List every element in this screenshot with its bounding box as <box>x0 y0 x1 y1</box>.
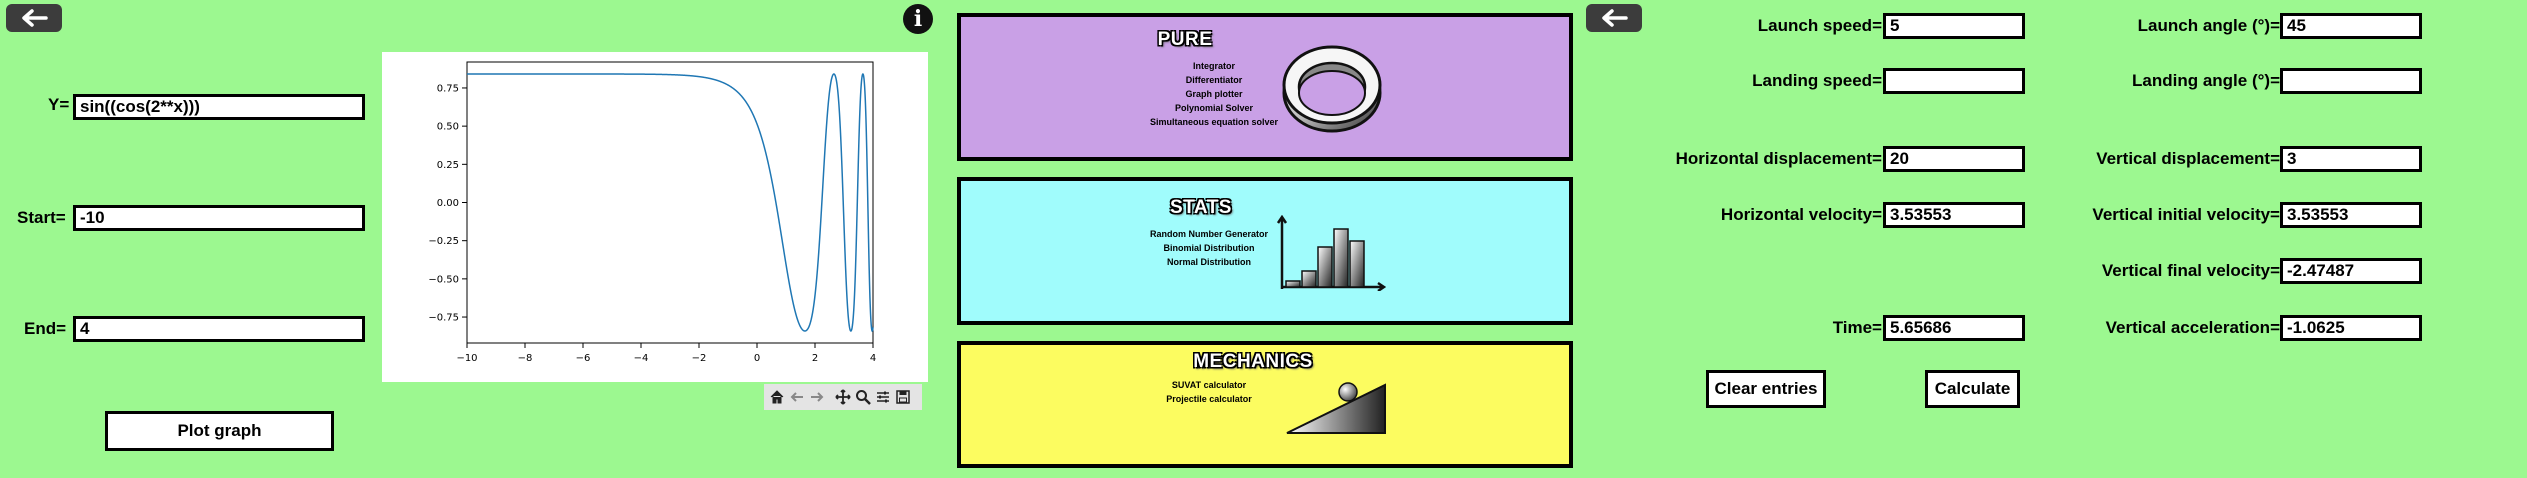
zoom-icon[interactable] <box>854 387 872 407</box>
start-label: Start= <box>17 208 66 227</box>
landing-speed-label: Landing speed= <box>1752 71 1882 90</box>
launch-angle-input[interactable] <box>2280 13 2422 39</box>
vertical-displacement-input[interactable] <box>2280 146 2422 172</box>
function-input[interactable] <box>73 94 365 120</box>
launch-angle-label: Launch angle (°)= <box>2137 16 2280 35</box>
forward-arrow-icon[interactable] <box>808 387 826 407</box>
horizontal-velocity-input[interactable] <box>1883 202 2025 228</box>
vertical-initial-velocity-label: Vertical initial velocity= <box>2092 205 2280 224</box>
end-label: End= <box>24 319 67 338</box>
vertical-acceleration-label: Vertical acceleration= <box>2105 318 2280 337</box>
x-tick-label: −8 <box>518 353 533 364</box>
vertical-final-velocity-label: Vertical final velocity= <box>2101 261 2280 280</box>
vertical-acceleration-input[interactable] <box>2280 315 2422 341</box>
plot-axes-frame <box>466 61 874 344</box>
pure-card-items: Integrator Differentiator Graph plotter … <box>1139 59 1289 129</box>
back-arrow-icon <box>1602 9 1628 27</box>
home-icon[interactable] <box>768 387 786 407</box>
inclined-plane-icon <box>1286 382 1386 434</box>
horizontal-displacement-input[interactable] <box>1883 146 2025 172</box>
y-tick-label: −0.50 <box>428 274 459 285</box>
list-item: Integrator <box>1192 61 1235 71</box>
back-arrow-icon[interactable] <box>788 387 806 407</box>
configure-icon[interactable] <box>874 387 892 407</box>
stats-card[interactable]: STATS Random Number Generator Binomial D… <box>957 177 1573 325</box>
function-curve <box>467 73 874 333</box>
end-input[interactable] <box>73 316 365 342</box>
vertical-initial-velocity-input[interactable] <box>2280 202 2422 228</box>
plot-graph-button[interactable]: Plot graph <box>105 411 334 451</box>
pan-icon[interactable] <box>834 387 852 407</box>
ring-icon <box>1282 45 1382 133</box>
stats-card-items: Random Number Generator Binomial Distrib… <box>1139 227 1279 269</box>
y-tick-label: 0.00 <box>437 198 459 209</box>
mechanics-card-items: SUVAT calculator Projectile calculator <box>1139 378 1279 406</box>
function-plot: −10 −8 −6 −4 −2 0 2 4 0.75 0.50 0.25 0.00 −0.25 −0.50… <box>428 61 876 364</box>
list-item: Differentiator <box>1185 75 1243 85</box>
plot-canvas: −10 −8 −6 −4 −2 0 2 4 0.75 0.50 0.25 0.00 −0.25 −0.50… <box>382 52 928 382</box>
x-tick-label: 4 <box>870 353 876 364</box>
back-button-right[interactable] <box>1586 4 1642 32</box>
list-item: SUVAT calculator <box>1171 380 1247 390</box>
y-tick-label: −0.75 <box>428 313 459 324</box>
launch-speed-label: Launch speed= <box>1757 16 1882 35</box>
x-tick-label: −4 <box>634 353 649 364</box>
info-icon[interactable]: i <box>903 4 933 34</box>
y-tick-label: 0.50 <box>437 122 459 133</box>
mechanics-card-title: MECHANICS <box>1193 351 1313 372</box>
y-label: Y= <box>48 95 70 114</box>
landing-angle-input[interactable] <box>2280 68 2422 94</box>
calculate-button[interactable]: Calculate <box>1925 370 2020 408</box>
time-input[interactable] <box>1883 315 2025 341</box>
clear-entries-button[interactable]: Clear entries <box>1706 370 1826 408</box>
time-label: Time= <box>1832 318 1882 337</box>
landing-speed-input[interactable] <box>1883 68 2025 94</box>
bar-chart-icon <box>1276 215 1386 291</box>
plot-toolbar <box>764 384 922 410</box>
mechanics-card[interactable]: MECHANICS SUVAT calculator Projectile ca… <box>957 341 1573 468</box>
x-tick-label: −10 <box>456 353 477 364</box>
vertical-final-velocity-input[interactable] <box>2280 258 2422 284</box>
list-item: Binomial Distribution <box>1163 243 1255 253</box>
x-tick-label: 0 <box>754 353 760 364</box>
stats-card-title: STATS <box>1170 197 1232 218</box>
save-icon[interactable] <box>894 387 912 407</box>
horizontal-displacement-label: Horizontal displacement= <box>1675 149 1882 168</box>
list-item: Normal Distribution <box>1166 257 1251 267</box>
vertical-displacement-label: Vertical displacement= <box>2096 149 2280 168</box>
horizontal-velocity-label: Horizontal velocity= <box>1720 205 1882 224</box>
y-tick-label: 0.25 <box>437 160 459 171</box>
x-tick-label: −6 <box>576 353 591 364</box>
back-arrow-icon <box>22 9 48 27</box>
pure-card[interactable]: PURE Integrator Differentiator Graph plo… <box>957 13 1573 161</box>
list-item: Polynomial Solver <box>1174 103 1254 113</box>
list-item: Simultaneous equation solver <box>1149 117 1279 127</box>
back-button[interactable] <box>6 4 62 32</box>
y-tick-label: −0.25 <box>428 236 459 247</box>
start-input[interactable] <box>73 205 365 231</box>
list-item: Projectile calculator <box>1166 394 1252 404</box>
list-item: Graph plotter <box>1185 89 1243 99</box>
landing-angle-label: Landing angle (°)= <box>2132 71 2280 90</box>
y-tick-label: 0.75 <box>437 83 459 94</box>
x-tick-label: −2 <box>692 353 707 364</box>
list-item: Random Number Generator <box>1149 229 1269 239</box>
launch-speed-input[interactable] <box>1883 13 2025 39</box>
x-tick-label: 2 <box>812 353 818 364</box>
pure-card-title: PURE <box>1157 29 1213 50</box>
